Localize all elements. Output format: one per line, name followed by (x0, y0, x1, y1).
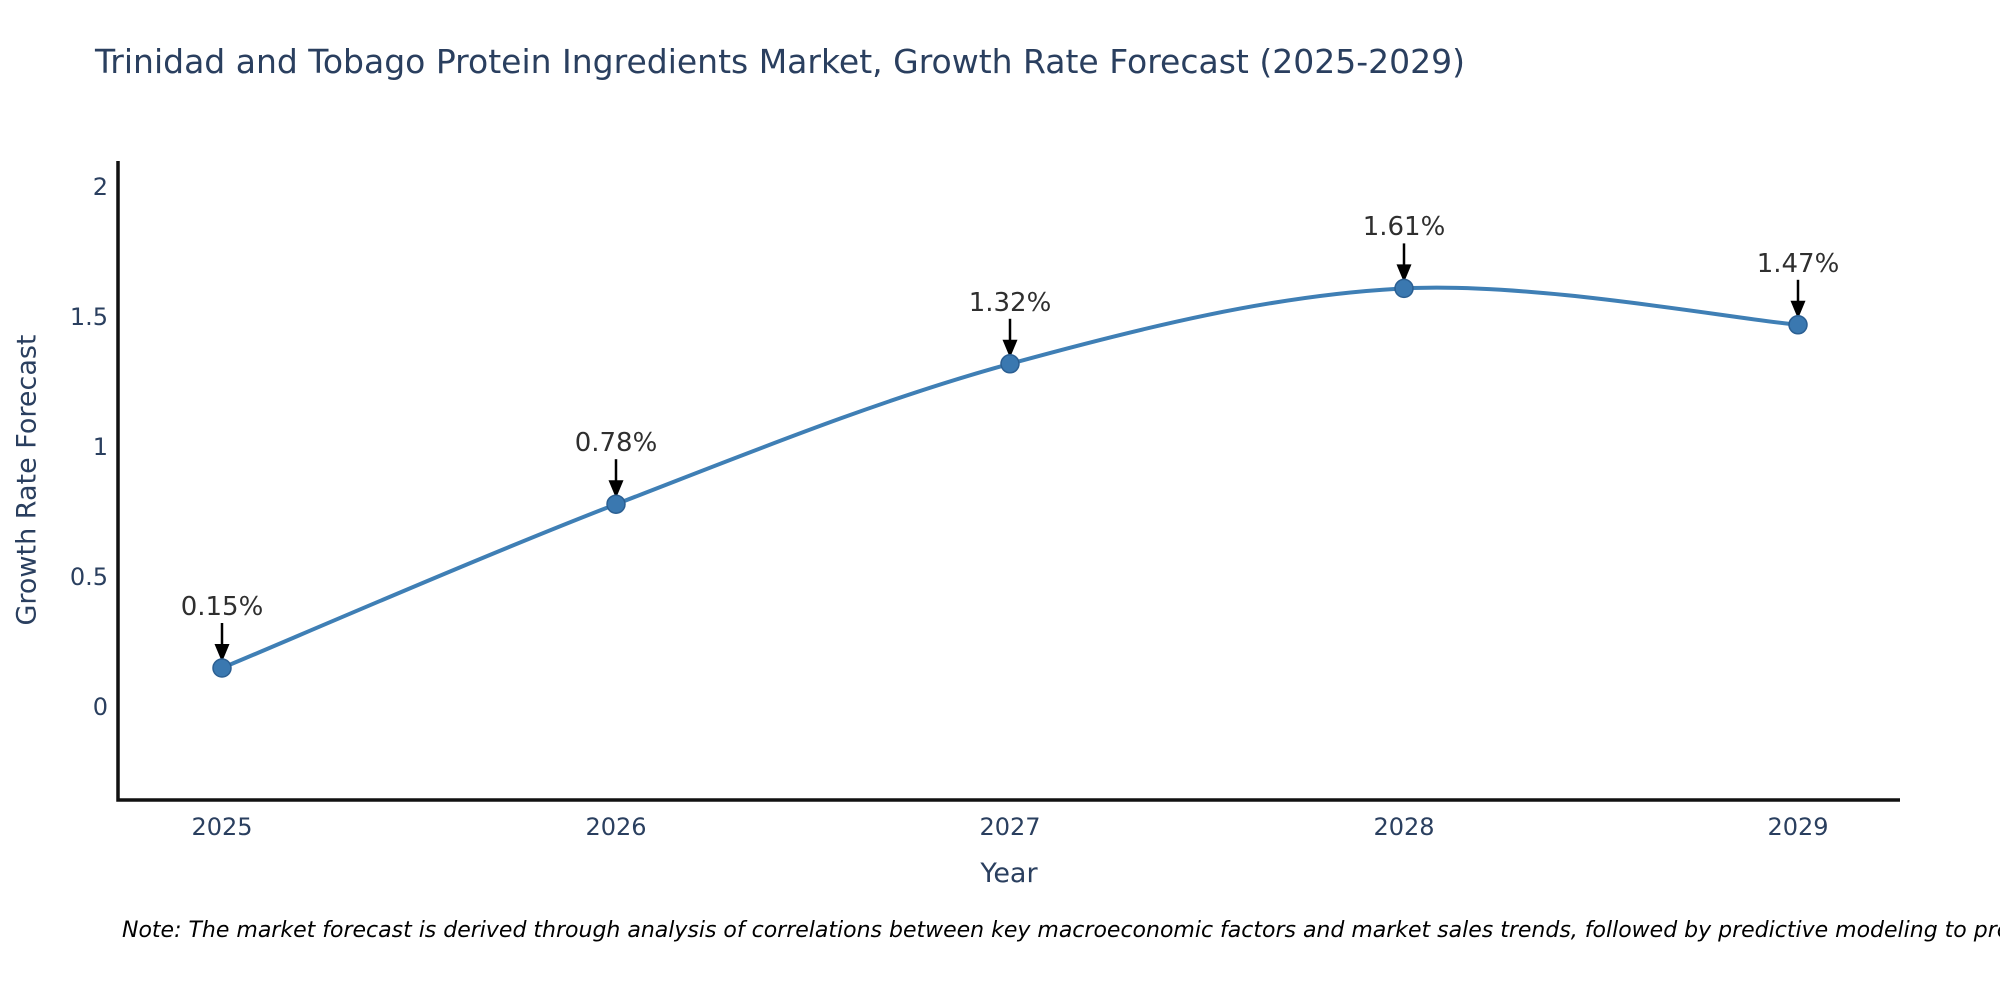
data-point-label: 0.78% (574, 428, 658, 459)
data-point-label: 1.47% (1756, 248, 1840, 279)
chart-title: Trinidad and Tobago Protein Ingredients … (95, 42, 1465, 81)
annotation-arrow-head (214, 644, 230, 662)
data-point-label: 1.32% (968, 287, 1052, 318)
y-tick-label: 1 (92, 433, 108, 461)
footnote: Note: The market forecast is derived thr… (122, 918, 2000, 943)
data-point-marker (1788, 315, 1808, 335)
axis-lines (116, 161, 1900, 802)
annotation-arrow-head (1790, 300, 1806, 319)
x-tick-label: 2029 (1767, 813, 1829, 841)
data-point-marker (212, 658, 232, 678)
data-point-marker (606, 494, 626, 514)
annotation-arrow-head (608, 480, 624, 499)
data-point-label: 1.61% (1362, 212, 1446, 243)
data-point-label: 0.15% (180, 592, 264, 622)
data-point-marker (1000, 354, 1020, 374)
annotation-arrow-head (1002, 339, 1018, 358)
y-tick-label: 1.5 (69, 303, 108, 331)
y-tick-label: 2 (92, 173, 108, 201)
x-axis-title: Year (980, 858, 1038, 889)
annotation-arrow-head (1396, 264, 1412, 283)
x-tick-label: 2025 (191, 813, 253, 841)
x-tick-label: 2028 (1373, 813, 1435, 841)
y-tick-label: 0 (92, 693, 108, 721)
y-tick-label: 0.5 (69, 563, 108, 591)
x-tick-label: 2027 (979, 813, 1041, 841)
x-tick-label: 2026 (585, 813, 647, 841)
data-point-marker (1394, 278, 1414, 299)
